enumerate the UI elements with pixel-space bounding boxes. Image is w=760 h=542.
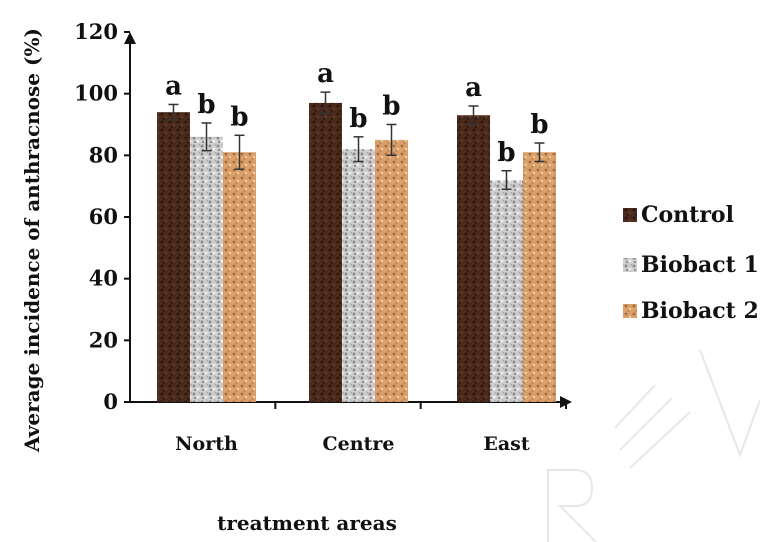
bar — [342, 149, 375, 402]
watermark — [547, 349, 760, 542]
legend-label: Control — [641, 202, 734, 228]
bars — [157, 102, 556, 403]
bar — [375, 139, 408, 402]
bar — [223, 152, 256, 402]
y-axis-title: Average incidence of anthracnose (%) — [20, 28, 44, 453]
error-bars — [168, 91, 545, 190]
significance-letter: a — [465, 73, 482, 103]
significance-letter: b — [197, 90, 215, 120]
x-ticks — [274, 402, 567, 409]
legend: Control Biobact 1 Biobact 2 — [623, 202, 759, 324]
y-tick-label: 120 — [74, 19, 118, 44]
y-tick-label: 60 — [89, 204, 118, 229]
category-label: Centre — [323, 433, 395, 455]
significance-letter: a — [317, 59, 334, 89]
y-ticks: 0 20 40 60 80 100 120 — [74, 19, 130, 414]
significance-letter: b — [230, 102, 248, 132]
significance-letter: b — [349, 104, 367, 134]
category-label: East — [483, 433, 529, 455]
bar — [523, 152, 556, 402]
bar — [457, 115, 490, 402]
category-label: North — [175, 433, 238, 455]
significance-letter: b — [382, 92, 400, 122]
y-tick-label: 100 — [74, 81, 118, 106]
y-tick-label: 80 — [89, 142, 118, 167]
x-axis-title: treatment areas — [217, 511, 397, 535]
significance-letter: b — [497, 138, 515, 168]
significance-letter: a — [165, 71, 182, 101]
bar — [490, 180, 523, 402]
legend-swatch — [623, 304, 637, 318]
y-tick-label: 0 — [103, 389, 118, 414]
significance-letter: b — [530, 110, 548, 140]
legend-swatch — [623, 208, 637, 222]
y-tick-label: 20 — [89, 327, 118, 352]
bar — [190, 136, 223, 403]
category-labels: North Centre East — [175, 433, 530, 455]
bar — [309, 102, 342, 403]
y-axis-arrow — [124, 32, 136, 44]
y-tick-label: 40 — [89, 266, 118, 291]
bar — [157, 112, 190, 403]
legend-label: Biobact 1 — [641, 252, 759, 278]
legend-swatch — [623, 258, 637, 272]
legend-label: Biobact 2 — [641, 298, 759, 324]
